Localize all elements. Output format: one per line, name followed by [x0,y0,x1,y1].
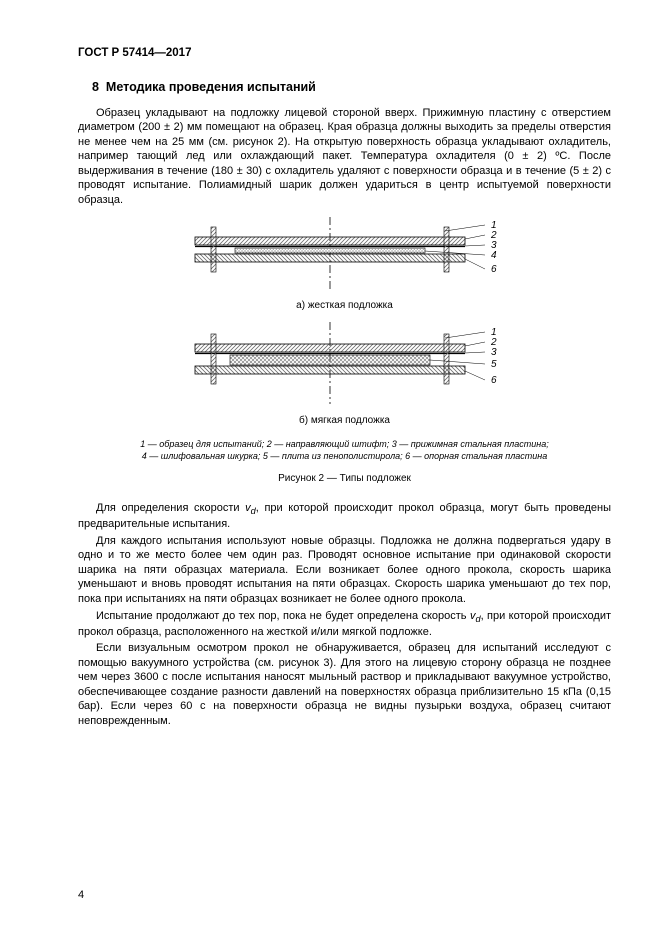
callout-6a: 6 [491,264,497,275]
figure-a: 1 2 3 4 6 [78,217,611,293]
legend-line-1: 1 — образец для испытаний; 2 — направляю… [140,439,548,449]
section-title: 8 Методика проведения испытаний [92,79,611,96]
page: ГОСТ Р 57414—2017 8 Методика проведения … [0,0,661,935]
section-number: 8 [92,80,99,94]
paragraph-4: Испытание продолжают до тех пор, пока не… [78,609,611,640]
document-code: ГОСТ Р 57414—2017 [78,46,611,61]
callout-4: 4 [491,250,497,261]
variable-vd-2: vd [470,610,481,622]
page-number: 4 [78,888,84,903]
figure-b: 1 2 3 5 6 [78,322,611,408]
paragraph-1: Образец укладывают на подложку лицевой с… [78,106,611,208]
figure-caption: Рисунок 2 — Типы подложек [78,472,611,485]
callout-6b: 6 [491,375,497,386]
legend-line-2: 4 — шлифовальная шкурка; 5 — плита из пе… [142,451,548,461]
figure-legend: 1 — образец для испытаний; 2 — направляю… [78,438,611,462]
callout-5: 5 [491,359,497,370]
paragraph-5: Если визуальным осмотром прокол не обнар… [78,641,611,728]
paragraph-2: Для определения скорости vd, при которой… [78,501,611,532]
variable-vd: vd [245,502,256,514]
figure-a-sublabel: а) жесткая подложка [78,299,611,312]
section-heading: Методика проведения испытаний [106,80,316,94]
callout-3b: 3 [491,347,497,358]
figure-b-sublabel: б) мягкая подложка [78,414,611,427]
paragraph-3: Для каждого испытания используют новые о… [78,534,611,607]
